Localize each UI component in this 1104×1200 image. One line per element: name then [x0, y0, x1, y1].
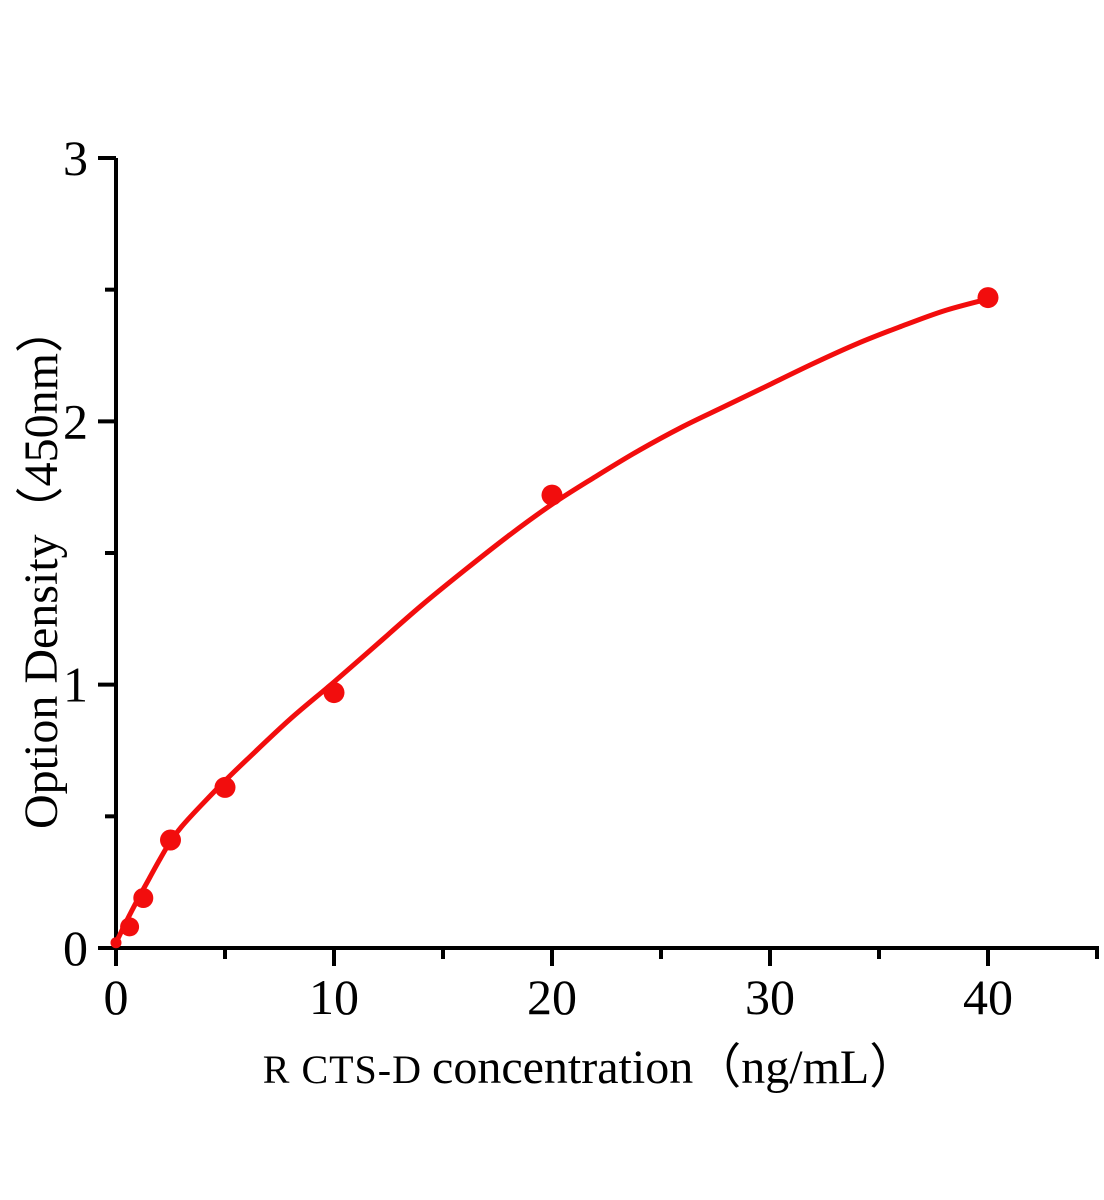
- y-tick-label: 0: [63, 920, 88, 976]
- data-point: [977, 287, 999, 309]
- data-point: [541, 484, 563, 506]
- y-tick-label: 2: [63, 393, 88, 449]
- data-point: [323, 682, 345, 704]
- x-tick-label: 10: [309, 969, 359, 1025]
- x-tick-label: 0: [104, 969, 129, 1025]
- x-tick-label: 40: [963, 969, 1013, 1025]
- x-tick-label: 20: [527, 969, 577, 1025]
- data-point: [214, 776, 236, 798]
- data-point: [160, 829, 181, 851]
- y-tick-label: 3: [63, 130, 88, 186]
- data-point: [110, 937, 122, 949]
- data-point: [133, 888, 154, 908]
- fit-curve: [113, 296, 991, 946]
- x-tick-label: 30: [745, 969, 795, 1025]
- y-tick-label: 1: [63, 657, 88, 713]
- data-point: [120, 917, 140, 937]
